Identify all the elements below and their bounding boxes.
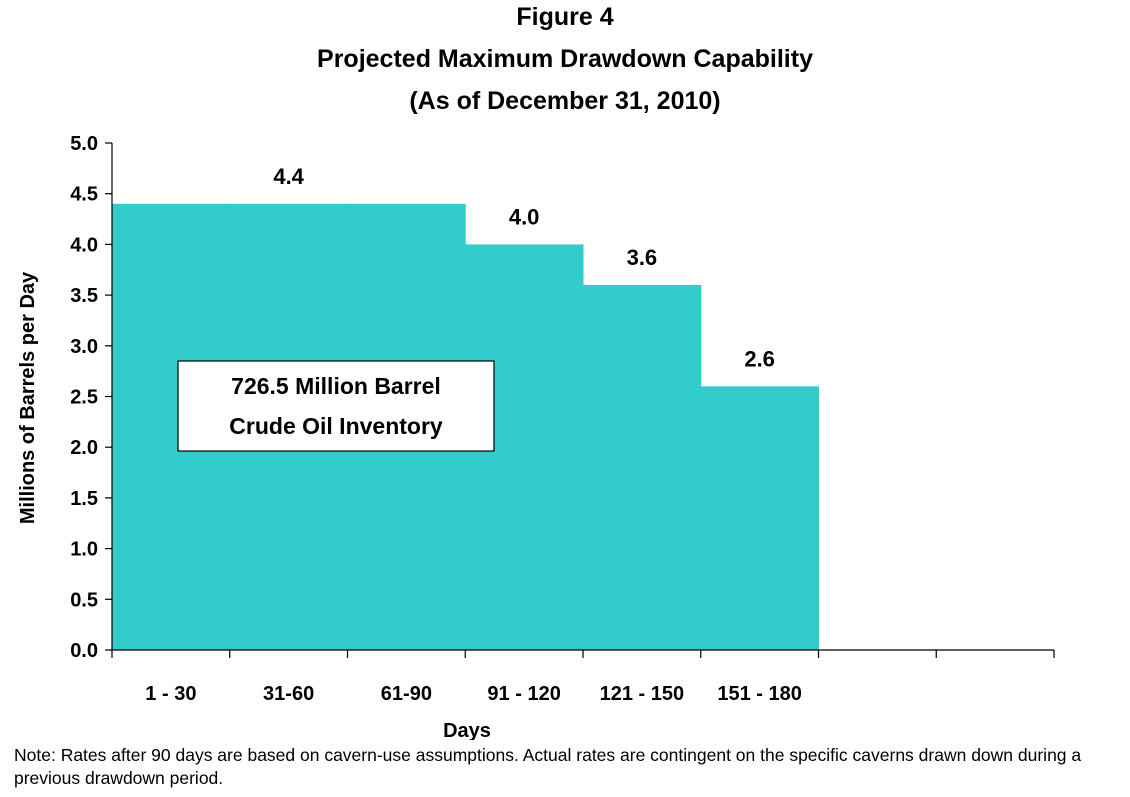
y-tick-label: 3.5 (70, 285, 98, 307)
chart-plot: 0.0 0.5 1.0 1.5 2.0 2.5 3.0 3.5 4.0 4.5 5.0 1 - 30 3… (17, 133, 1055, 740)
y-tick-label: 0.5 (70, 589, 98, 611)
footnote: Note: Rates after 90 days are based on c… (14, 745, 1082, 788)
x-axis-title: Days (443, 720, 491, 740)
y-tick-label: 1.0 (70, 539, 98, 561)
y-tick-label: 4.5 (70, 184, 98, 206)
annotation-box (177, 360, 495, 452)
data-label: 3.6 (627, 245, 658, 270)
annotation-line-2: Crude Oil Inventory (229, 413, 443, 439)
x-tick-label: 91 - 120 (487, 683, 560, 705)
x-tick-label: 1 - 30 (145, 683, 196, 705)
x-tick-label: 61-90 (381, 683, 432, 705)
y-tick-label: 3.0 (70, 336, 98, 358)
chart-subtitle: Projected Maximum Drawdown Capability (317, 45, 813, 73)
x-tick-label: 31-60 (263, 683, 314, 705)
x-tick-label: 121 - 150 (600, 683, 685, 705)
y-tick-label: 4.0 (70, 234, 98, 256)
chart-title: Figure 4 (516, 3, 614, 31)
chart-date-subtitle: (As of December 31, 2010) (409, 87, 721, 115)
y-tick-label: 5.0 (70, 133, 98, 155)
y-tick-label: 0.0 (70, 640, 98, 662)
annotation-line-1: 726.5 Million Barrel (231, 373, 441, 399)
data-label: 2.6 (744, 346, 775, 371)
y-tick-label: 2.5 (70, 387, 98, 409)
x-tick-label: 151 - 180 (717, 683, 802, 705)
area-segment (583, 284, 702, 650)
area-segment (700, 386, 819, 650)
data-label: 4.0 (509, 204, 540, 229)
y-tick-label: 1.5 (70, 488, 98, 510)
y-tick-label: 2.0 (70, 437, 98, 459)
data-label: 4.4 (273, 164, 304, 189)
y-axis-title: Millions of Barrels per Day (17, 271, 39, 524)
